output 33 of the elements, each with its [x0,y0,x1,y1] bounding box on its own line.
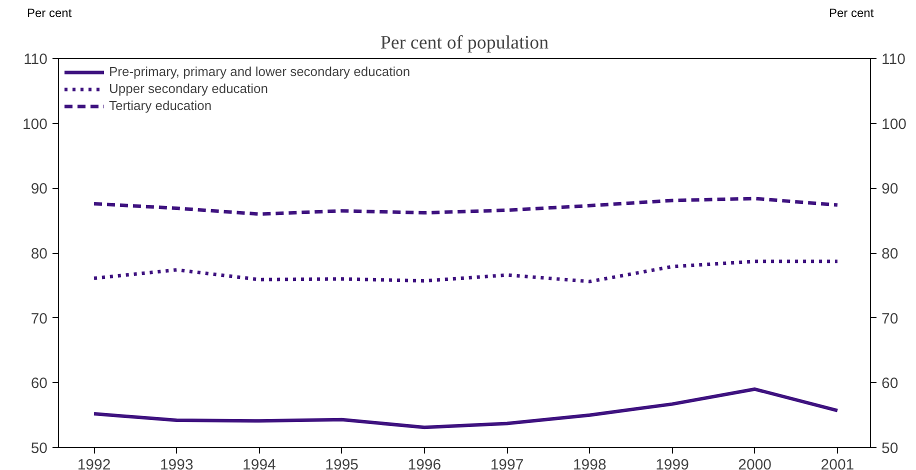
x-tick-label: 1994 [242,456,276,470]
y-tick-label: 100 [22,116,48,133]
y2-tick-label: 100 [882,116,907,133]
y2-tick-label: 70 [882,310,898,328]
x-tick-label: 1993 [160,456,194,470]
y-tick-label: 90 [30,180,48,198]
x-tick-label: 1998 [572,456,606,470]
y-tick-label: 110 [24,51,48,68]
x-tick-label: 1997 [490,456,524,470]
x-tick-label: 1995 [325,456,359,470]
legend-label: Upper secondary education [109,81,268,96]
y-tick-label: 70 [30,310,48,328]
y-tick-label: 80 [30,246,48,262]
y2-tick-label: 50 [882,440,898,457]
legend-label: Pre-primary, primary and lower secondary education [109,64,410,79]
line-series [92,196,840,216]
legend-label: Tertiary education [109,98,212,113]
y-tick-label: 60 [30,375,48,392]
chart-title: Per cent of population [380,32,550,54]
x-tick-label: 1996 [408,456,442,470]
x-tick-label: 1999 [656,456,689,470]
x-tick-label: 1992 [77,456,111,470]
line-series [92,260,840,284]
y2-tick-label: 80 [882,246,898,262]
y2-axis-title: Per cent [829,5,874,22]
y2-tick-label: 90 [882,180,898,198]
y2-tick-label: 110 [882,51,906,68]
y2-tick-label: 60 [882,375,898,392]
y-tick-label: 50 [30,440,48,457]
x-tick-label: 2001 [820,456,854,470]
line-series [92,387,840,430]
y-axis-title: Per cent [27,5,72,22]
x-tick-label: 2000 [738,456,772,470]
